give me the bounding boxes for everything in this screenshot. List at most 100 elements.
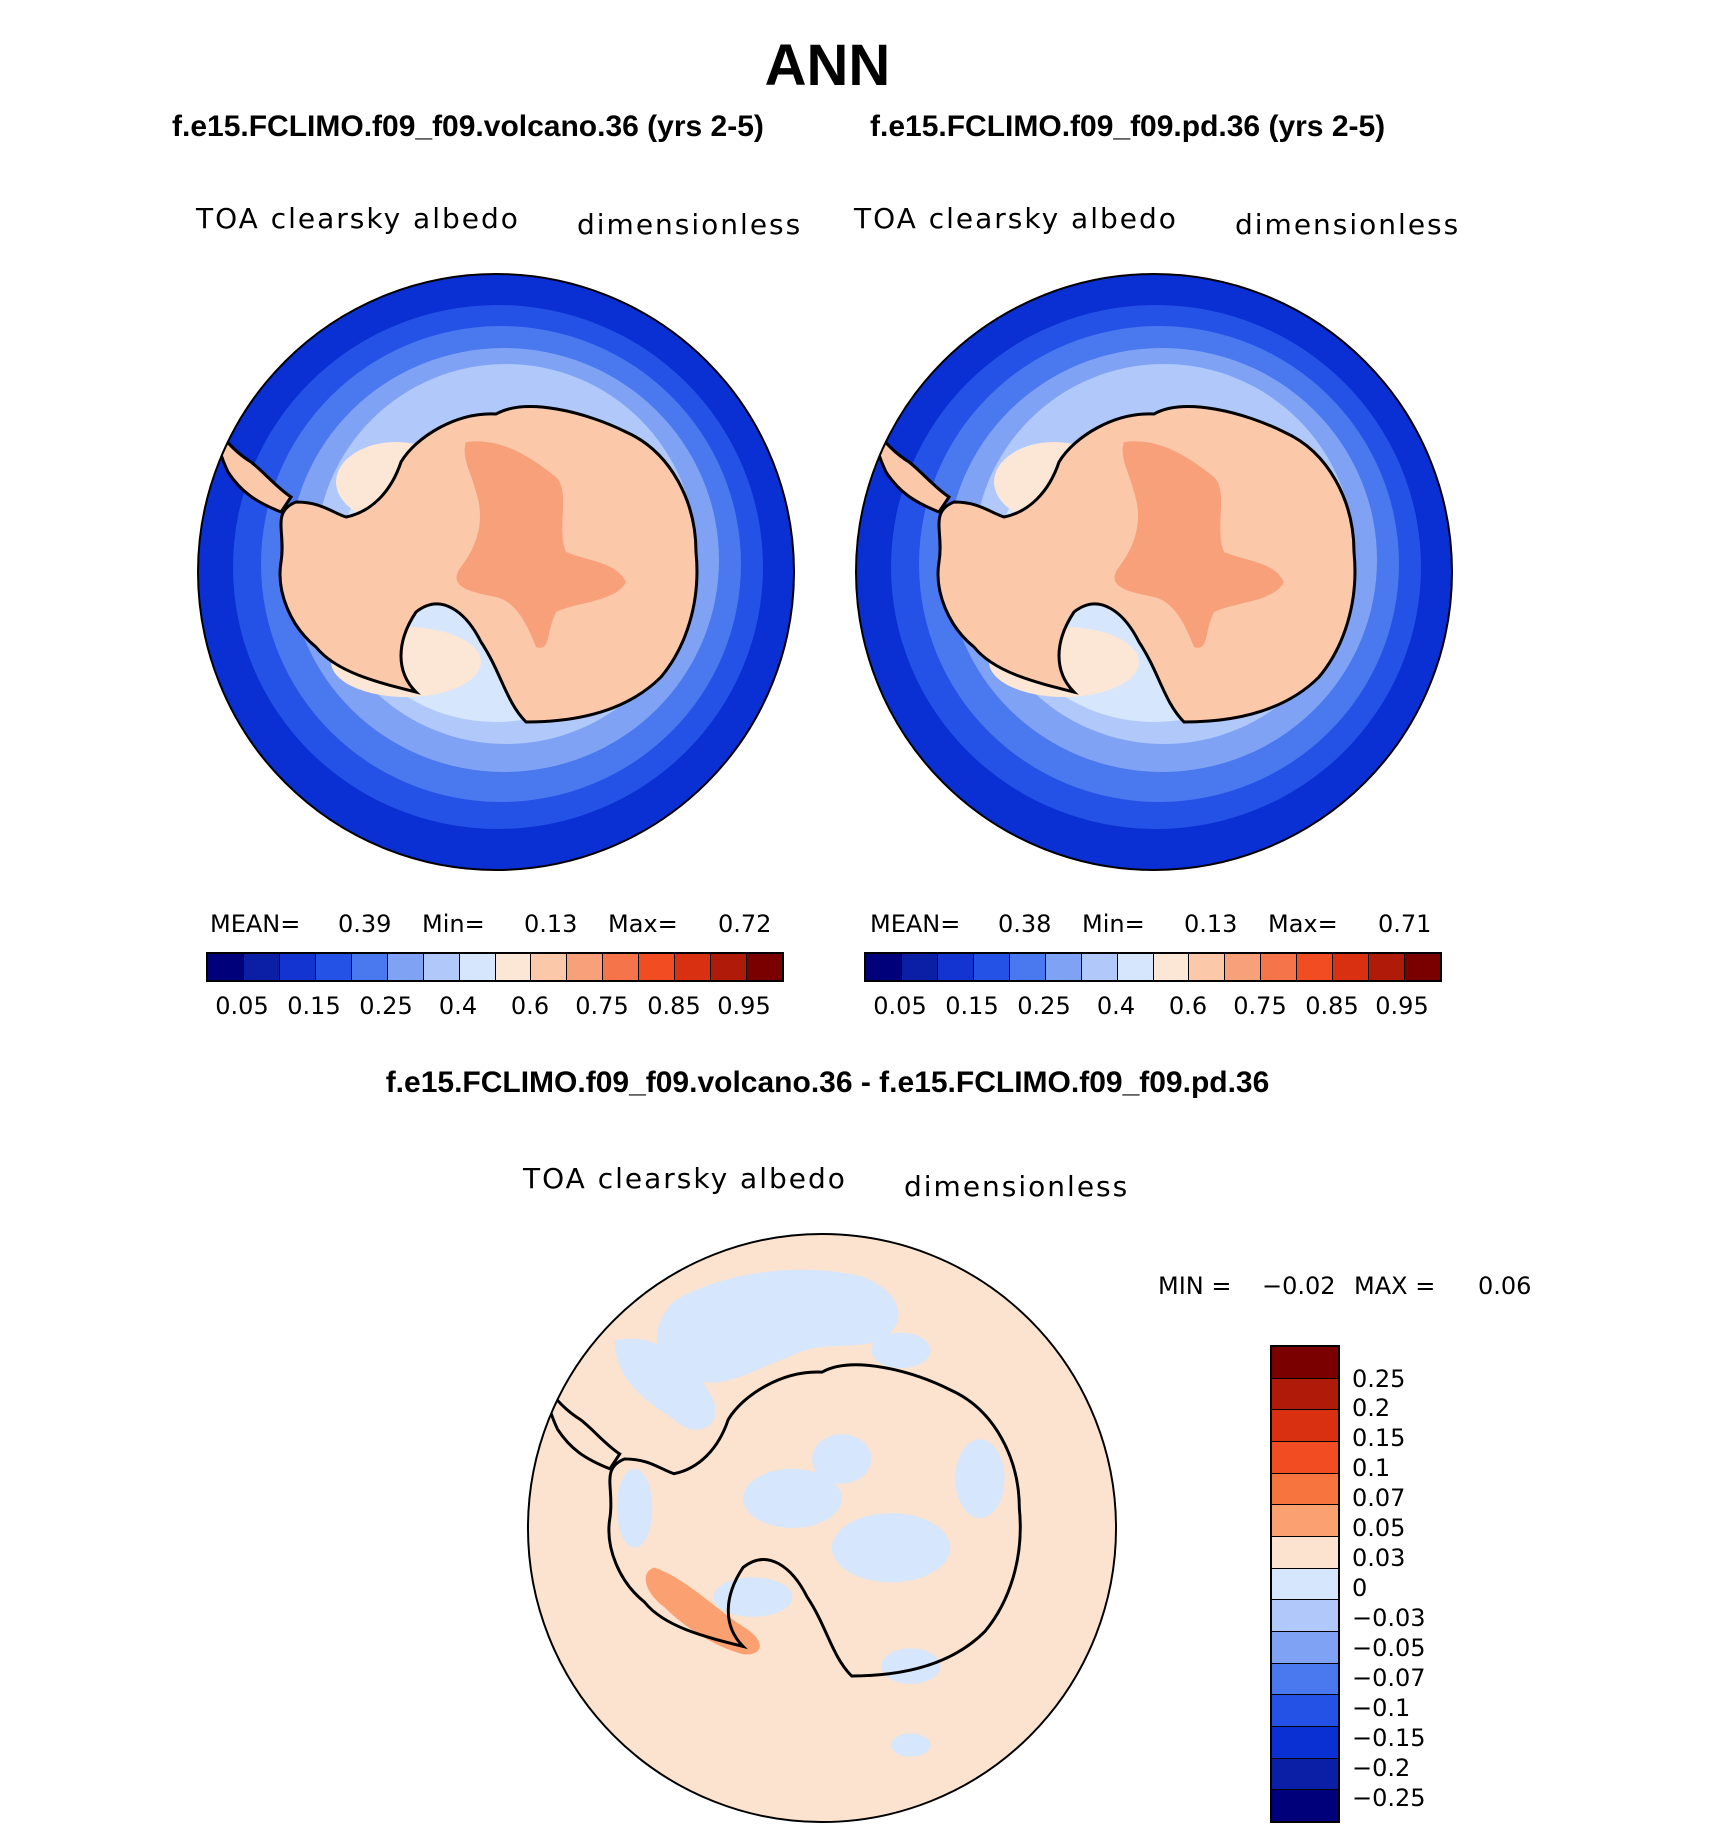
negative-anomaly-area [881,1648,941,1684]
positive-anomaly-area [645,1567,760,1655]
negative-anomaly-area [713,1577,793,1617]
colorbar-box [1117,954,1154,980]
diff-colorbar-tick-label: 0.25 [1352,1365,1406,1393]
colorbar-box [1272,1473,1338,1506]
colorbar-tick-label: 0.75 [1233,992,1287,1020]
colorbar-tick-label: 0.85 [647,992,701,1020]
colorbar-box [495,954,532,980]
diff-colorbar-tick-label: −0.1 [1352,1694,1411,1722]
colorbar-box [1261,954,1298,980]
colorbar-box [603,954,640,980]
panel-2-min-label: Min= [1082,910,1145,938]
panel-1-polar-map [197,273,795,871]
colorbar-box [1297,954,1334,980]
colorbar-box [1272,1695,1338,1728]
panel-1-mean-value: 0.39 [338,910,392,938]
difference-title: f.e15.FCLIMO.f09_f09.volcano.36 - f.e15.… [385,1066,1270,1099]
colorbar-box [1225,954,1262,980]
colorbar-box [937,954,974,980]
difference-colorbar [1270,1345,1340,1823]
colorbar-box [208,954,244,980]
colorbar-box [747,954,782,980]
diff-variable-label: TOA clearsky albedo [523,1162,847,1195]
colorbar-tick-label: 0.05 [215,992,269,1020]
negative-anomaly-area [955,1439,1005,1519]
colorbar-box [1272,1790,1338,1822]
colorbar-box [639,954,676,980]
diff-colorbar-tick-label: −0.15 [1352,1724,1426,1752]
colorbar-box [1333,954,1370,980]
negative-anomaly-area [831,1513,951,1583]
panel-1-units-label: dimensionless [577,208,803,241]
negative-anomaly-area [743,1468,842,1528]
diff-colorbar-tick-label: 0.2 [1352,1394,1391,1422]
colorbar-box [387,954,424,980]
panel-2-polar-map [855,273,1453,871]
panel-1-case-title: f.e15.FCLIMO.f09_f09.volcano.36 (yrs 2-5… [172,110,764,143]
diff-max-value: 0.06 [1478,1272,1532,1300]
diff-colorbar-tick-label: −0.03 [1352,1604,1426,1632]
diff-min-value: −0.02 [1262,1272,1336,1300]
panel-2-case-title: f.e15.FCLIMO.f09_f09.pd.36 (yrs 2-5) [870,110,1386,143]
colorbar-box [567,954,604,980]
colorbar-tick-label: 0.95 [1375,992,1429,1020]
panel-2-mean-label: MEAN= [870,910,961,938]
colorbar-tick-label: 0.4 [438,992,478,1020]
colorbar-tick-label: 0.95 [717,992,771,1020]
colorbar-box [1405,954,1440,980]
east-antarctic-plateau [1114,441,1284,648]
panel-1-max-value: 0.72 [718,910,772,938]
colorbar-tick-label: 0.75 [575,992,629,1020]
negative-anomaly-area [656,1269,899,1383]
panel-2-colorbar [864,952,1442,982]
diff-colorbar-tick-label: −0.25 [1352,1784,1426,1812]
diff-colorbar-tick-label: 0.1 [1352,1454,1391,1482]
colorbar-box [866,954,902,980]
colorbar-tick-label: 0.85 [1305,992,1359,1020]
colorbar-box [1272,1347,1338,1379]
colorbar-box [531,954,568,980]
negative-anomaly-area [891,1733,931,1757]
panel-2-variable-label: TOA clearsky albedo [854,202,1178,235]
colorbar-box [1009,954,1046,980]
colorbar-box [279,954,316,980]
diff-colorbar-tick-label: 0.05 [1352,1514,1406,1542]
colorbar-box [1153,954,1190,980]
panel-2-mean-value: 0.38 [998,910,1052,938]
negative-anomaly-area [871,1332,931,1369]
panel-2-min-value: 0.13 [1184,910,1238,938]
difference-polar-map [526,1232,1118,1824]
colorbar-box [1272,1727,1338,1759]
colorbar-box [1272,1758,1338,1791]
diff-min-label: MIN = [1158,1272,1232,1300]
colorbar-box [459,954,496,980]
diff-colorbar-tick-label: −0.07 [1352,1664,1426,1692]
colorbar-box [1189,954,1226,980]
colorbar-box [711,954,748,980]
colorbar-box [675,954,712,980]
negative-anomaly-area [614,1338,716,1430]
colorbar-box [315,954,352,980]
panel-2-max-value: 0.71 [1378,910,1432,938]
colorbar-box [901,954,938,980]
colorbar-box [1272,1537,1338,1569]
colorbar-tick-label: 0.15 [287,992,341,1020]
panel-2-units-label: dimensionless [1235,208,1461,241]
diff-colorbar-tick-label: 0.03 [1352,1544,1406,1572]
colorbar-box [1272,1568,1338,1601]
panel-1-min-value: 0.13 [524,910,578,938]
colorbar-tick-label: 0.05 [873,992,927,1020]
colorbar-tick-label: 0.25 [359,992,413,1020]
colorbar-box [1369,954,1406,980]
colorbar-box [973,954,1010,980]
colorbar-tick-label: 0.25 [1017,992,1071,1020]
panel-1-min-label: Min= [422,910,485,938]
colorbar-box [423,954,460,980]
diff-colorbar-tick-label: 0.15 [1352,1424,1406,1452]
diff-units-label: dimensionless [904,1170,1130,1203]
diff-colorbar-tick-label: −0.2 [1352,1754,1411,1782]
colorbar-box [1272,1505,1338,1538]
negative-anomaly-area [812,1434,872,1484]
colorbar-box [243,954,280,980]
colorbar-box [351,954,388,980]
